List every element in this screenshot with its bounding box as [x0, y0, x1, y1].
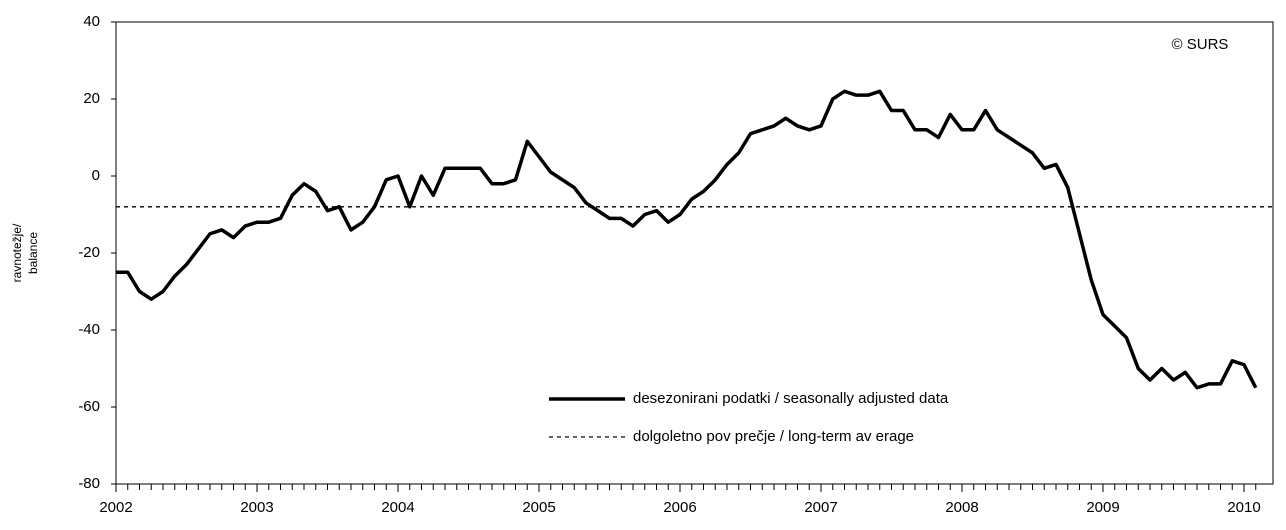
annotation: © SURS	[1172, 36, 1229, 53]
y-tick-label: -80	[78, 475, 100, 492]
x-tick-label: 2008	[945, 499, 978, 516]
y-tick-label: -40	[78, 321, 100, 338]
x-tick-label: 2007	[804, 499, 837, 516]
x-tick-label: 2004	[381, 499, 414, 516]
legend-label: dolgoletno pov prečje / long-term av era…	[633, 428, 914, 445]
x-tick-label: 2009	[1086, 499, 1119, 516]
x-tick-label: 2005	[522, 499, 555, 516]
x-tick-label: 2006	[663, 499, 696, 516]
x-tick-label: 2010	[1227, 499, 1260, 516]
legend-label: desezonirani podatki / seasonally adjust…	[633, 390, 949, 407]
y-axis-label: balance	[26, 232, 40, 274]
plot-frame	[115, 21, 1274, 485]
y-tick-label: -20	[78, 244, 100, 261]
y-axis-label: ravnotežje/	[10, 223, 24, 282]
y-tick-label: 20	[83, 90, 100, 107]
y-tick-label: -60	[78, 398, 100, 415]
x-tick-label: 2003	[240, 499, 273, 516]
x-tick-label: 2002	[99, 499, 132, 516]
data-line	[116, 89, 1258, 390]
y-tick-label: 0	[92, 167, 100, 184]
y-tick-label: 40	[83, 13, 100, 30]
